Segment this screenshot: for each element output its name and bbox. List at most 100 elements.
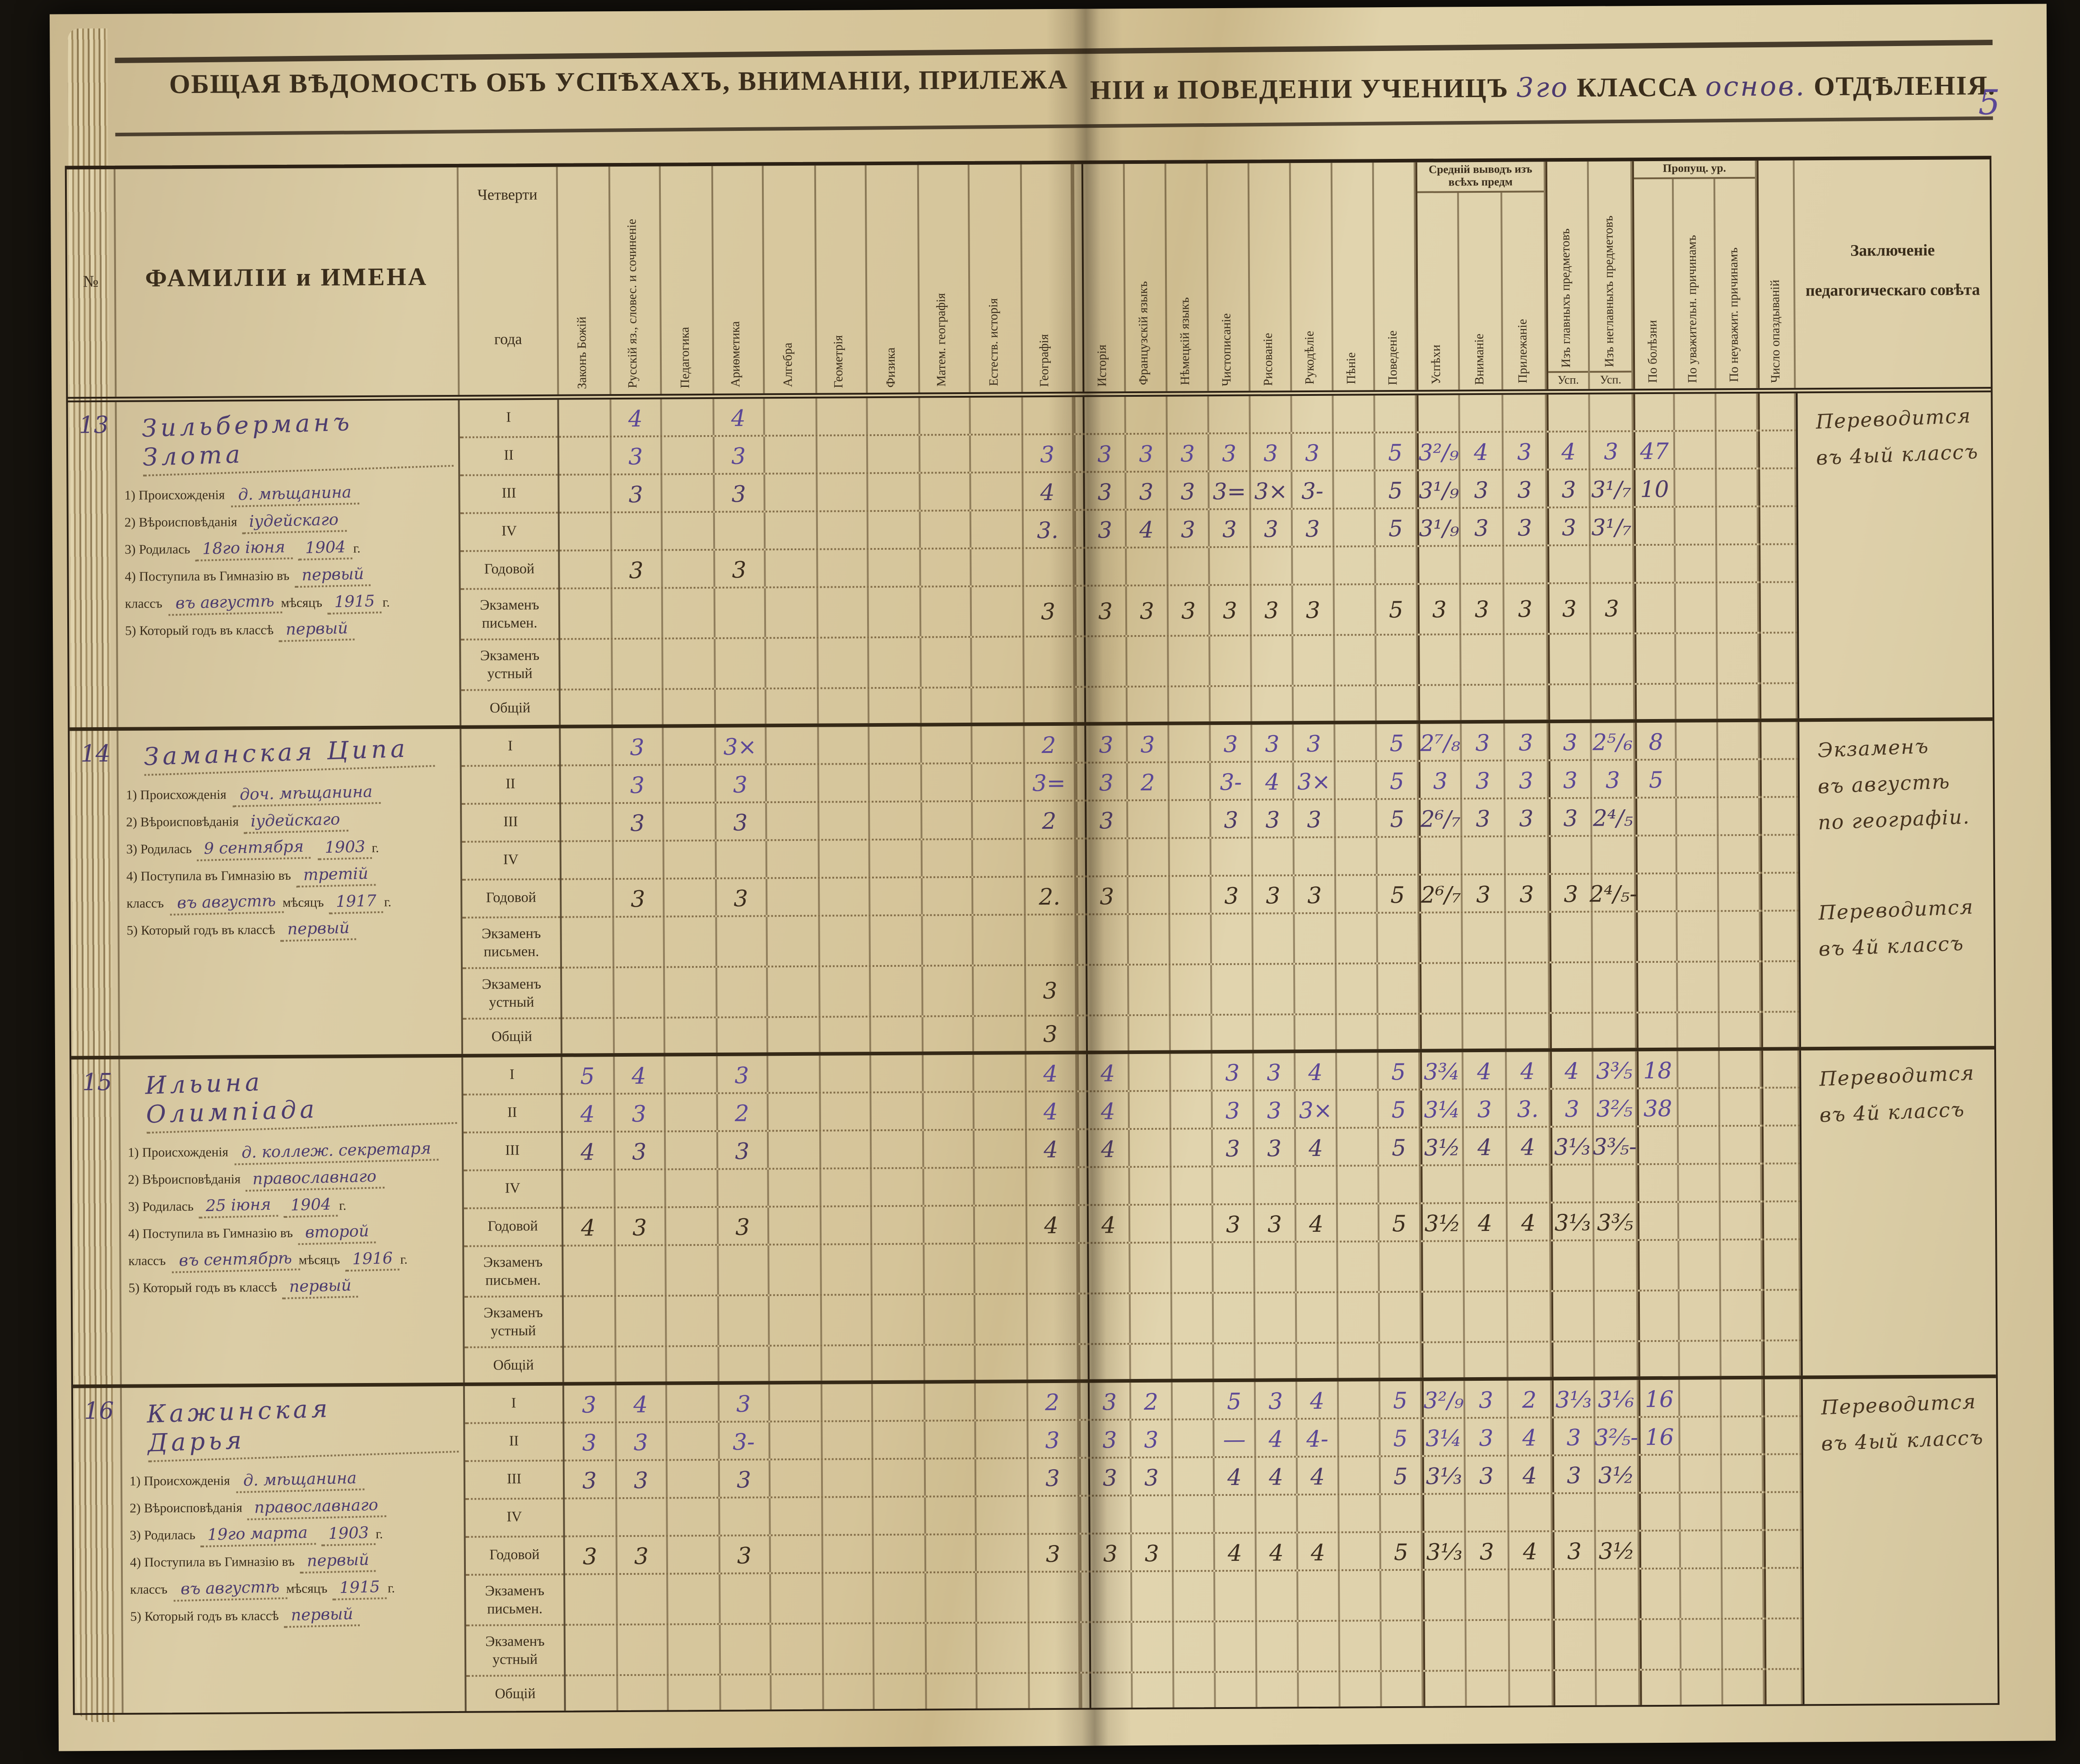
title-right-text-b: КЛАССА — [1577, 74, 1698, 104]
grade-cell — [666, 1170, 718, 1207]
grade-cell — [561, 842, 613, 878]
grade-cell — [868, 398, 919, 435]
grade-cell — [1255, 1293, 1297, 1342]
grade-cell — [1760, 722, 1798, 758]
grade-cell: 3 — [1131, 1458, 1174, 1495]
grade-cell — [919, 473, 971, 510]
grade-cell: 3 — [1552, 1532, 1597, 1569]
grade-cell: 3 — [1210, 585, 1252, 635]
grade-cell — [1334, 547, 1376, 584]
grade-cell — [1681, 1493, 1722, 1530]
grade-cell — [1551, 1165, 1594, 1202]
grade-cell — [822, 1460, 874, 1496]
grade-cell — [768, 1017, 820, 1053]
grade-cell — [873, 1346, 924, 1381]
grade-cell: 3¹/₇ — [1590, 470, 1634, 506]
row-label: Годовой — [460, 551, 558, 590]
grade-cell: 3 — [1590, 432, 1634, 469]
grade-cell — [919, 511, 972, 548]
grade-cell — [819, 1017, 872, 1052]
grade-cell — [1130, 1243, 1172, 1293]
grade-cell — [613, 968, 665, 1017]
grade-cell — [1762, 1291, 1801, 1340]
grade-cell: 3 — [1462, 799, 1506, 836]
grade-cell — [769, 1245, 821, 1295]
ledger-title-right: НІИ и ПОВЕДЕНІИ УЧЕНИЦЪ 3го КЛАССА основ… — [1090, 69, 1996, 108]
grade-cell: 3 — [1086, 801, 1128, 838]
info-label: классъ — [126, 895, 164, 912]
grade-cell — [923, 1092, 975, 1129]
grade-cell — [716, 917, 768, 966]
grade-cell — [1723, 1670, 1765, 1705]
grade-cell: 5 — [1214, 1382, 1256, 1419]
grade-cell — [1024, 839, 1076, 876]
grade-cell — [972, 764, 1025, 800]
grade-cell: 3 — [612, 728, 664, 765]
grade-cell — [1633, 394, 1675, 431]
grade-cell — [767, 916, 820, 966]
row-label: Экзаменъ письмен. — [462, 918, 561, 969]
grade-cell: 3¼ — [1420, 1090, 1464, 1127]
grade-cell — [874, 1624, 926, 1673]
grade-cell — [1638, 1291, 1680, 1341]
info-line: 3) Родилась 9 сентября 1903 г. — [126, 839, 455, 862]
grade-cell: 3 — [1292, 433, 1334, 470]
grade-cell — [768, 1055, 820, 1092]
grade-cell — [1292, 395, 1334, 432]
info-line: 1) Происхожденія д. коллеж. секретаря — [128, 1141, 456, 1165]
grade-cell — [920, 549, 972, 586]
grade-cell — [1127, 687, 1170, 722]
grade-cell: 10 — [1634, 469, 1676, 506]
grade-cell: 3 — [1025, 1016, 1077, 1051]
grade-cell: 3 — [1505, 723, 1549, 760]
grade-cell — [1296, 1242, 1338, 1292]
grade-cell — [1086, 637, 1128, 686]
grade-cell — [563, 1170, 615, 1207]
grade-cell — [611, 589, 664, 638]
fold-gap — [1074, 511, 1086, 547]
header-main-subjects: Изъ главныхъ предметовъ Усп. — [1545, 161, 1590, 390]
grade-cell — [1128, 914, 1171, 964]
grade-cell: 3 — [1505, 799, 1549, 836]
grade-row: 3 3 3- 3 3 3—4 4- 5 3¼ 3 4 3 3⅖- 16 — [564, 1417, 1801, 1462]
fold-gap — [1080, 1572, 1091, 1621]
grade-cell — [819, 967, 871, 1016]
grade-row: 3 4 3 2 3 2 5 3 4 5 3²/₉ 3 2 3⅓ 3⅙ 16 — [564, 1379, 1801, 1424]
grade-cell — [663, 588, 715, 638]
grade-cell — [1337, 1166, 1379, 1203]
grade-cell: 3 — [1211, 876, 1254, 913]
grade-cell — [1463, 963, 1507, 1013]
grade-cell — [1023, 687, 1076, 723]
header-quarters-bottom: года — [494, 330, 522, 348]
grade-cell: 3⅓ — [1551, 1203, 1595, 1240]
grade-cell — [1718, 760, 1760, 797]
grade-cell — [1591, 634, 1635, 683]
grade-cell — [1026, 1244, 1078, 1293]
grade-cell: 3 — [1255, 1382, 1298, 1418]
grade-cell: 8 — [1635, 722, 1677, 759]
info-label: 4) Поступила въ Гимназію въ — [128, 1225, 293, 1242]
grade-cell — [816, 398, 868, 435]
grade-cell — [1763, 1379, 1801, 1416]
grade-cell — [1635, 798, 1677, 835]
grade-cell — [1553, 1620, 1597, 1670]
grade-cell — [1716, 393, 1758, 430]
grade-cell — [1764, 1569, 1802, 1618]
info-label: мѣсяцъ — [282, 894, 324, 911]
grade-cell — [1417, 547, 1461, 583]
grade-cell — [1336, 800, 1378, 836]
grade-cell — [665, 1018, 717, 1053]
grade-cell — [1681, 1569, 1723, 1618]
row-label: Годовой — [465, 1537, 564, 1576]
grade-cell — [976, 1535, 1029, 1571]
info-label: 5) Который годъ въ классѣ — [128, 1279, 277, 1297]
grade-cell — [1296, 1166, 1338, 1203]
title-right-text-c: ОТДѢЛЕНІЯ. — [1813, 73, 1996, 103]
grade-cell — [1596, 1494, 1639, 1530]
grade-cell: 3¹/₇ — [1590, 508, 1634, 544]
grade-cell — [768, 967, 820, 1017]
grade-cell — [1337, 964, 1379, 1013]
grade-cell: 3 — [1505, 761, 1549, 798]
grade-cell: 4 — [1464, 1203, 1508, 1240]
